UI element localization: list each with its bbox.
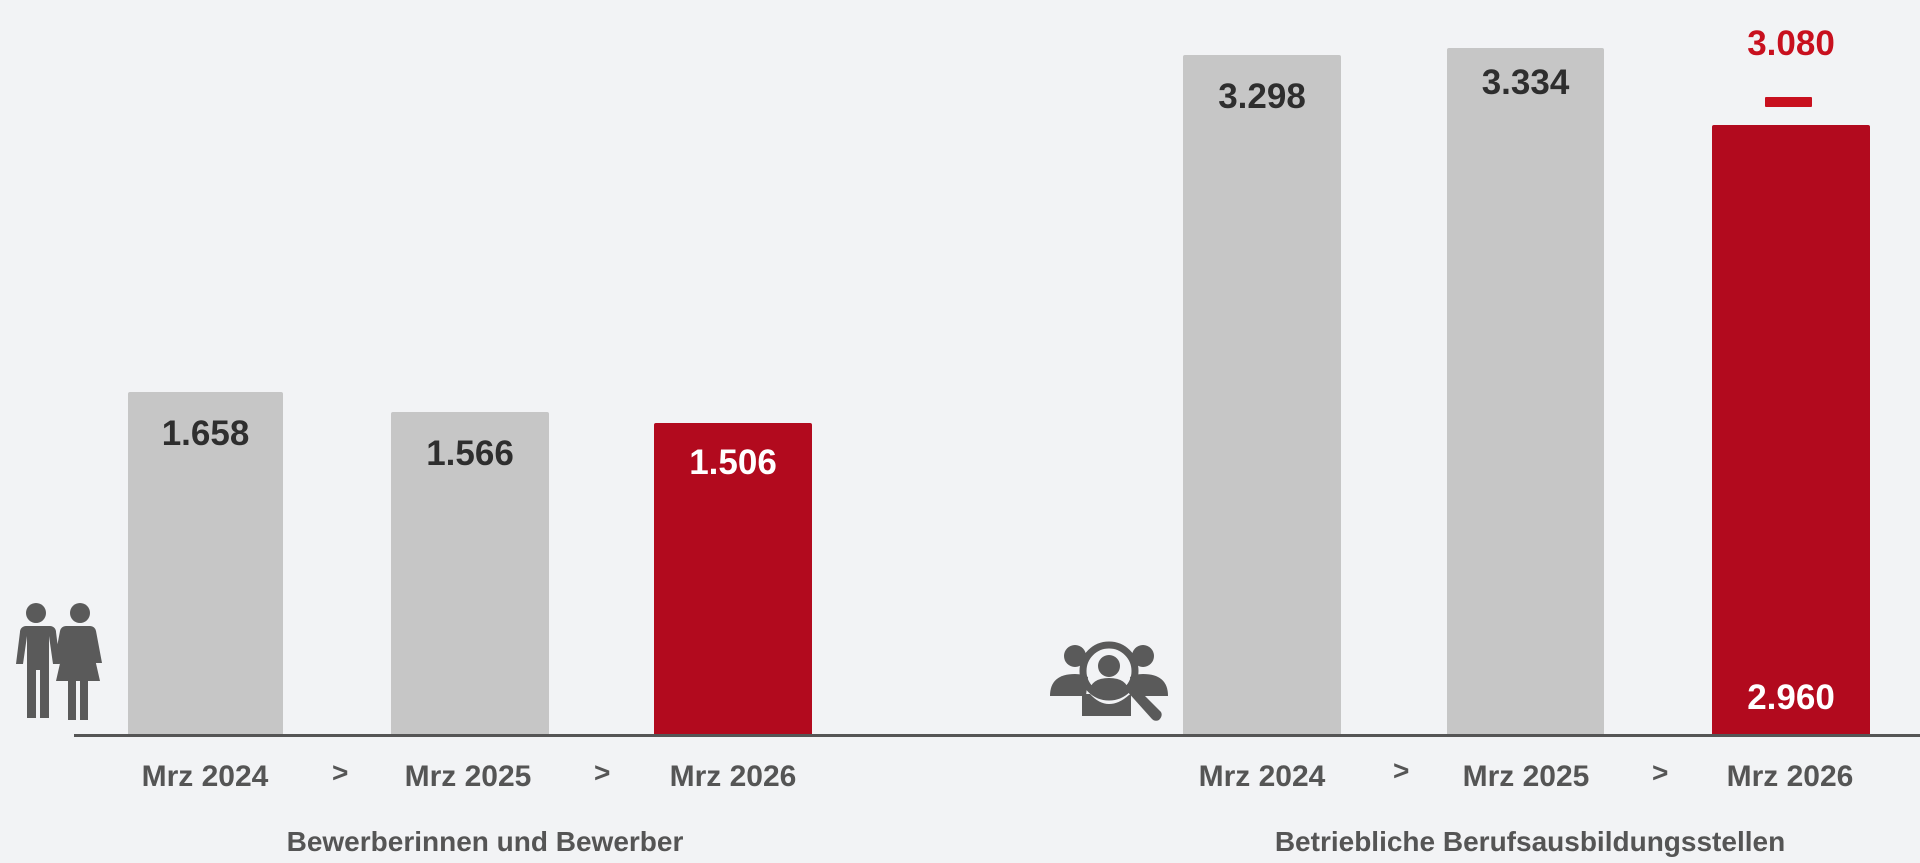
x-tick-label: Mrz 2026 [1726,760,1854,793]
people-search-icon [1050,641,1168,721]
group-title-applicants: Bewerberinnen und Bewerber [286,826,684,857]
separator-chevron: > [594,757,611,788]
bar-value: 2.960 [1747,678,1835,717]
bar-value: 1.658 [161,414,250,453]
bar-value: 1.506 [689,443,777,482]
group-title-positions: Betriebliche Berufsausbildungsstellen [1274,826,1786,857]
bar-applicants-2025: 1.566 [391,412,549,734]
x-tick-label: Mrz 2024 [141,760,269,793]
previous-value-label: 3.080 [1747,24,1835,63]
previous-value-marker [1765,97,1812,107]
couple-icon [16,603,102,720]
x-tick-label: Mrz 2026 [669,760,797,793]
x-tick-label: Mrz 2025 [1462,760,1590,793]
separator-chevron: > [332,757,349,788]
bar-positions-2026: 2.960 [1712,125,1870,734]
bar-value: 1.566 [426,434,514,473]
bar-applicants-2026: 1.506 [654,423,812,734]
separator-chevron: > [1393,755,1410,786]
x-tick-label: Mrz 2024 [1198,760,1326,793]
x-axis-line [74,734,1920,737]
bar-value: 3.334 [1481,63,1570,102]
bar-applicants-2024: 1.658 [128,392,283,734]
bar-positions-2025: 3.334 [1447,48,1604,734]
bar-value: 3.298 [1218,77,1306,116]
separator-chevron: > [1652,757,1669,788]
x-tick-label: Mrz 2025 [404,760,532,793]
bar-positions-2024: 3.298 [1183,55,1341,734]
